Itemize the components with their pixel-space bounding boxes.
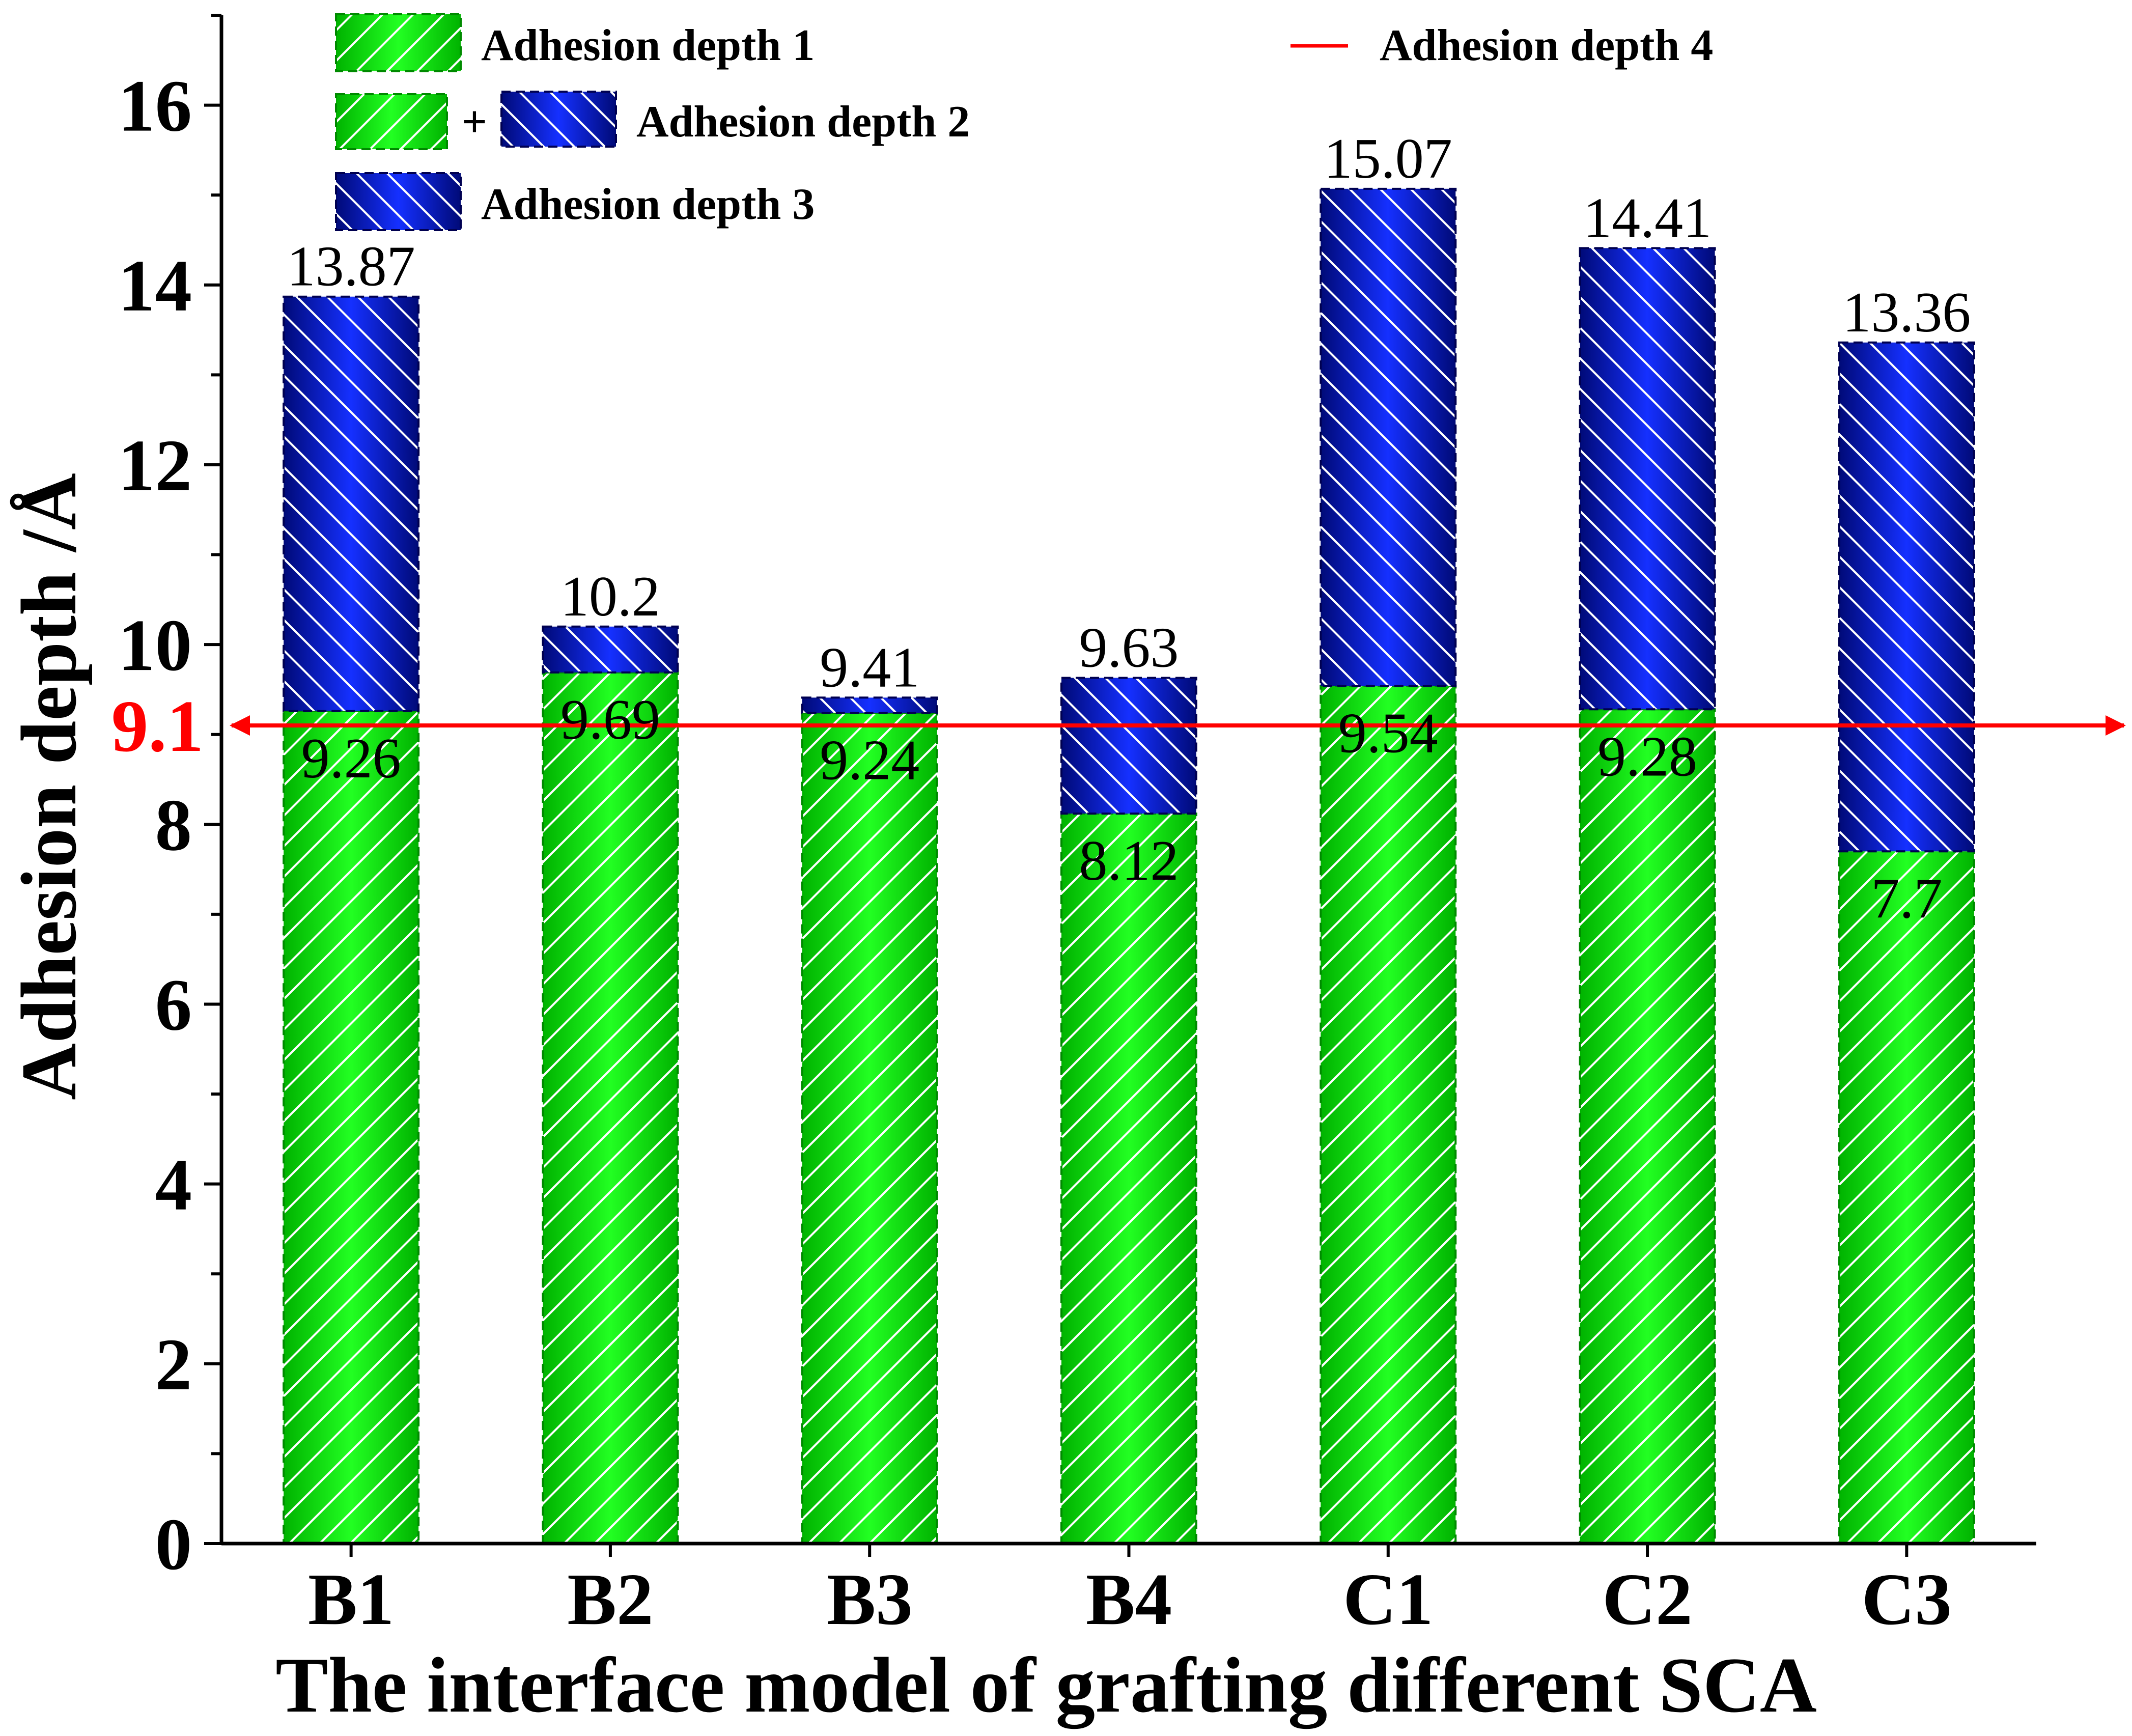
x-tick-label: C2 bbox=[1602, 1559, 1692, 1640]
x-tick-label: B3 bbox=[827, 1559, 913, 1640]
bars-layer bbox=[283, 187, 1975, 1545]
bar-bottom-label-B2: 9.69 bbox=[560, 688, 660, 751]
legend: Adhesion depth 1 + Adhesion depth 2 Adhe… bbox=[335, 13, 1713, 231]
y-tick-label: 4 bbox=[155, 1144, 192, 1226]
x-tick-label: B2 bbox=[567, 1559, 653, 1640]
y-tick-label: 12 bbox=[118, 425, 192, 507]
bar-top-label-B1: 13.87 bbox=[287, 235, 415, 298]
x-axis-title: The interface model of grafting differen… bbox=[275, 1641, 1817, 1729]
bar-depth1-hatch-C1 bbox=[1320, 685, 1457, 1545]
bar-depth3-hatch-C1 bbox=[1320, 187, 1457, 687]
x-tick-label: B1 bbox=[308, 1559, 394, 1640]
legend-item-depth1: Adhesion depth 1 bbox=[335, 13, 815, 72]
legend-label-depth3: Adhesion depth 3 bbox=[481, 180, 815, 229]
legend-label-depth2: Adhesion depth 2 bbox=[636, 97, 970, 147]
bar-top-label-B3: 9.41 bbox=[820, 636, 919, 699]
y-axis-title: Adhesion depth /Å bbox=[5, 473, 93, 1100]
bar-top-label-C2: 14.41 bbox=[1583, 186, 1712, 249]
bar-depth1-hatch-B3 bbox=[801, 712, 938, 1545]
bar-depth3-hatch-C3 bbox=[1838, 341, 1975, 853]
legend-item-depth3: Adhesion depth 3 bbox=[335, 172, 815, 231]
bar-depth1-hatch-C3 bbox=[1838, 850, 1975, 1545]
bar-depth3-hatch-B4 bbox=[1060, 677, 1197, 815]
legend-item-depth4: Adhesion depth 4 bbox=[1291, 21, 1713, 70]
bar-depth3-hatch-C2 bbox=[1579, 247, 1716, 711]
x-tick-label: C1 bbox=[1343, 1559, 1433, 1640]
bar-depth3-hatch-B2 bbox=[542, 625, 679, 674]
bar-bottom-label-B1: 9.26 bbox=[301, 727, 401, 790]
bar-top-label-C1: 15.07 bbox=[1324, 127, 1452, 190]
legend-swatch-green-hatch bbox=[335, 13, 462, 72]
bar-depth3-hatch-B3 bbox=[801, 696, 938, 714]
legend-item-depth2: + Adhesion depth 2 bbox=[335, 91, 970, 150]
reference-line-layer: 9.1 bbox=[111, 686, 2126, 767]
bar-bottom-label-B3: 9.24 bbox=[820, 729, 919, 792]
axes: 0 2 4 6 8 10 12 14 16 B1 B2 B3 B4 C1 C2 C3 bbox=[118, 14, 2036, 1640]
y-tick-label: 16 bbox=[118, 66, 192, 147]
bar-top-label-B2: 10.2 bbox=[560, 565, 660, 628]
legend-swatch-blue-2-hatch bbox=[500, 91, 617, 148]
y-tick-label: 6 bbox=[155, 964, 192, 1046]
y-tick-label: 8 bbox=[155, 785, 192, 866]
y-tick-label: 2 bbox=[155, 1324, 192, 1406]
bar-depth1-hatch-C2 bbox=[1579, 708, 1716, 1545]
bar-top-label-C3: 13.36 bbox=[1842, 281, 1971, 344]
x-tick-label: B4 bbox=[1086, 1559, 1172, 1640]
bar-bottom-label-C2: 9.28 bbox=[1597, 725, 1697, 788]
legend-plus-sign: + bbox=[462, 97, 487, 147]
legend-swatch-blue-hatch bbox=[335, 172, 462, 231]
bar-depth1-hatch-B4 bbox=[1060, 813, 1197, 1545]
bar-bottom-label-C1: 9.54 bbox=[1338, 702, 1438, 765]
bar-depth3-hatch-B1 bbox=[283, 295, 420, 712]
bar-labels-layer: 9.26 13.87 9.69 10.2 9.24 9.41 8.12 9.63 9.54 15.… bbox=[287, 127, 1971, 930]
legend-label-depth1: Adhesion depth 1 bbox=[481, 21, 815, 70]
legend-swatch-green-2-hatch bbox=[335, 93, 448, 150]
bar-top-label-B4: 9.63 bbox=[1079, 616, 1179, 679]
x-tick-label: C3 bbox=[1862, 1559, 1952, 1640]
reference-line-label: 9.1 bbox=[111, 686, 204, 767]
y-tick-label: 10 bbox=[118, 605, 192, 686]
y-ticks: 0 2 4 6 8 10 12 14 16 bbox=[118, 14, 221, 1585]
bar-bottom-label-C3: 7.7 bbox=[1871, 867, 1942, 930]
bar-depth1-hatch-B2 bbox=[542, 671, 679, 1545]
legend-label-depth4: Adhesion depth 4 bbox=[1380, 21, 1713, 70]
bar-bottom-label-B4: 8.12 bbox=[1079, 829, 1179, 892]
bar-depth1-hatch-B1 bbox=[283, 710, 420, 1545]
y-tick-label: 0 bbox=[155, 1504, 192, 1585]
y-tick-label: 14 bbox=[118, 245, 192, 327]
x-ticks: B1 B2 B3 B4 C1 C2 C3 bbox=[308, 1544, 1952, 1640]
